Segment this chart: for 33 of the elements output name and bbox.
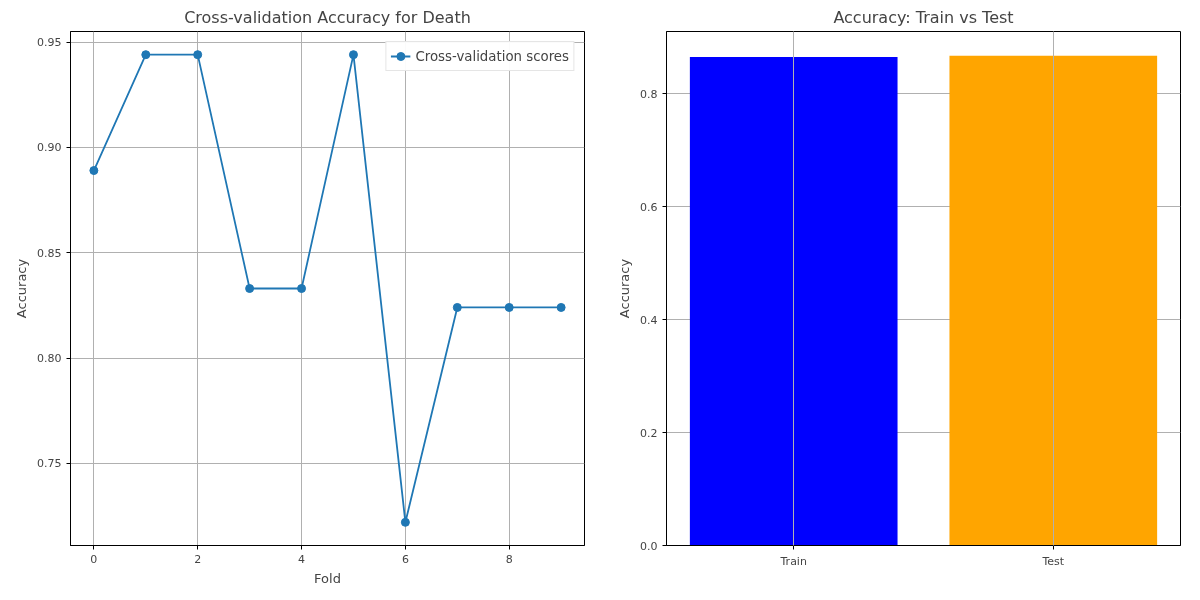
x-axis-title: Fold — [314, 570, 341, 586]
y-tick-label: 0.75 — [37, 457, 62, 471]
point — [452, 302, 462, 312]
point — [504, 302, 514, 312]
point — [348, 50, 358, 60]
point — [193, 50, 203, 60]
x-tick-label: 2 — [194, 552, 202, 566]
point — [297, 284, 307, 293]
point — [89, 166, 99, 176]
point — [556, 302, 566, 312]
point — [141, 50, 151, 60]
x-tick-label: 4 — [298, 552, 306, 566]
chart-title: Accuracy: Train vs Test — [833, 7, 1014, 27]
point — [245, 284, 255, 293]
y-axis-title: Accuracy — [617, 258, 633, 319]
y-tick-label: 0.90 — [37, 141, 62, 155]
legend-label: Cross-validation scores — [415, 48, 569, 64]
y-tick-label: 0.0 — [640, 539, 658, 553]
y-tick-label: 0.85 — [37, 246, 62, 260]
y-tick-label: 0.2 — [640, 426, 658, 440]
x-tick-label: Train — [779, 554, 807, 568]
y-axis-title: Accuracy — [14, 258, 30, 319]
x-tick-label: 6 — [401, 552, 409, 566]
x-tick-label: 8 — [505, 552, 513, 566]
chart-title: Cross-validation Accuracy for Death — [184, 7, 471, 27]
y-tick-label: 0.4 — [640, 313, 658, 327]
x-tick-label: 0 — [90, 552, 98, 566]
y-tick-label: 0.80 — [37, 352, 62, 366]
y-tick-label: 0.8 — [640, 87, 658, 101]
y-tick-label: 0.6 — [640, 200, 658, 214]
y-tick-label: 0.95 — [37, 36, 62, 50]
point — [400, 517, 410, 527]
x-tick-label: Test — [1041, 554, 1065, 568]
